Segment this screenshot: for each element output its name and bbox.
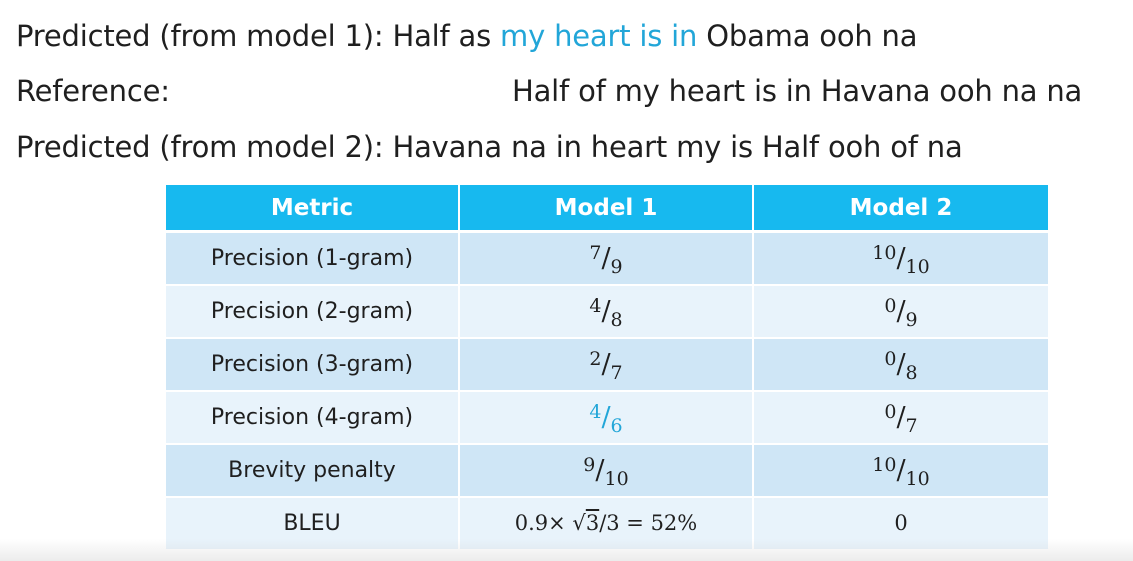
model2-value: 0/9 bbox=[753, 285, 1048, 339]
model1-value: 7/9 bbox=[459, 231, 754, 286]
metric-cell: Precision (3-gram) bbox=[166, 338, 460, 392]
predicted-model2-text: Havana na in heart my is Half ooh of na bbox=[392, 130, 963, 164]
model2-value: 0/8 bbox=[753, 338, 1048, 392]
fraction: 9/10 bbox=[583, 454, 629, 490]
table-row: Precision (3-gram) 2/7 0/8 bbox=[166, 338, 1048, 392]
predicted-model1-line: Predicted (from model 1): Half as my hea… bbox=[16, 18, 918, 54]
predicted-model2-label: Predicted (from model 2): bbox=[16, 130, 384, 164]
header-model1: Model 1 bbox=[459, 185, 754, 233]
model2-value: 10/10 bbox=[753, 231, 1048, 286]
metric-cell: Precision (4-gram) bbox=[166, 391, 460, 445]
fraction: 10/10 bbox=[872, 454, 930, 490]
model1-value: 0.9× √3/3 = 52% bbox=[459, 497, 754, 551]
model2-value: 10/10 bbox=[753, 444, 1048, 498]
model1-value: 4/8 bbox=[459, 285, 754, 339]
bottom-shade bbox=[0, 539, 1133, 561]
metric-cell: Precision (1-gram) bbox=[166, 231, 460, 286]
metric-cell: Precision (2-gram) bbox=[166, 285, 460, 339]
fraction: 7/9 bbox=[589, 242, 623, 278]
fraction: 4/8 bbox=[589, 295, 623, 331]
model2-value: 0 bbox=[753, 497, 1048, 551]
table-row: Brevity penalty 9/10 10/10 bbox=[166, 444, 1048, 498]
fraction-highlighted: 4/6 bbox=[589, 401, 623, 437]
table-row: Precision (4-gram) 4/6 0/7 bbox=[166, 391, 1048, 445]
predicted-model1-pre: Half as bbox=[392, 19, 492, 53]
model2-value: 0/7 bbox=[753, 391, 1048, 445]
predicted-model2-line: Predicted (from model 2): Havana na in h… bbox=[16, 129, 963, 165]
reference-text: Half of my heart is in Havana ooh na na bbox=[512, 74, 1083, 108]
reference-line: Reference: Half of my heart is in Havana… bbox=[16, 73, 1082, 109]
table-row: BLEU 0.9× √3/3 = 52% 0 bbox=[166, 497, 1048, 551]
fraction: 10/10 bbox=[872, 242, 930, 278]
bleu-value: 0 bbox=[894, 511, 908, 535]
header-metric: Metric bbox=[166, 185, 460, 233]
metric-cell: BLEU bbox=[166, 497, 460, 551]
metrics-table: Metric Model 1 Model 2 Precision (1-gram… bbox=[166, 185, 1048, 551]
fraction: 0/8 bbox=[884, 348, 918, 384]
fraction: 0/7 bbox=[884, 401, 918, 437]
fraction: 2/7 bbox=[589, 348, 623, 384]
predicted-model1-post: Obama ooh na bbox=[706, 19, 918, 53]
fraction: 0/9 bbox=[884, 295, 918, 331]
predicted-model1-highlight: my heart is in bbox=[500, 19, 698, 53]
reference-label: Reference: bbox=[16, 74, 170, 108]
model1-value: 4/6 bbox=[459, 391, 754, 445]
header-model2: Model 2 bbox=[753, 185, 1048, 233]
model1-value: 9/10 bbox=[459, 444, 754, 498]
bleu-formula: 0.9× √3/3 = 52% bbox=[514, 511, 698, 535]
table-header-row: Metric Model 1 Model 2 bbox=[166, 185, 1048, 233]
predicted-model1-label: Predicted (from model 1): bbox=[16, 19, 384, 53]
table-row: Precision (2-gram) 4/8 0/9 bbox=[166, 285, 1048, 339]
model1-value: 2/7 bbox=[459, 338, 754, 392]
table-row: Precision (1-gram) 7/9 10/10 bbox=[166, 231, 1048, 286]
metric-cell: Brevity penalty bbox=[166, 444, 460, 498]
